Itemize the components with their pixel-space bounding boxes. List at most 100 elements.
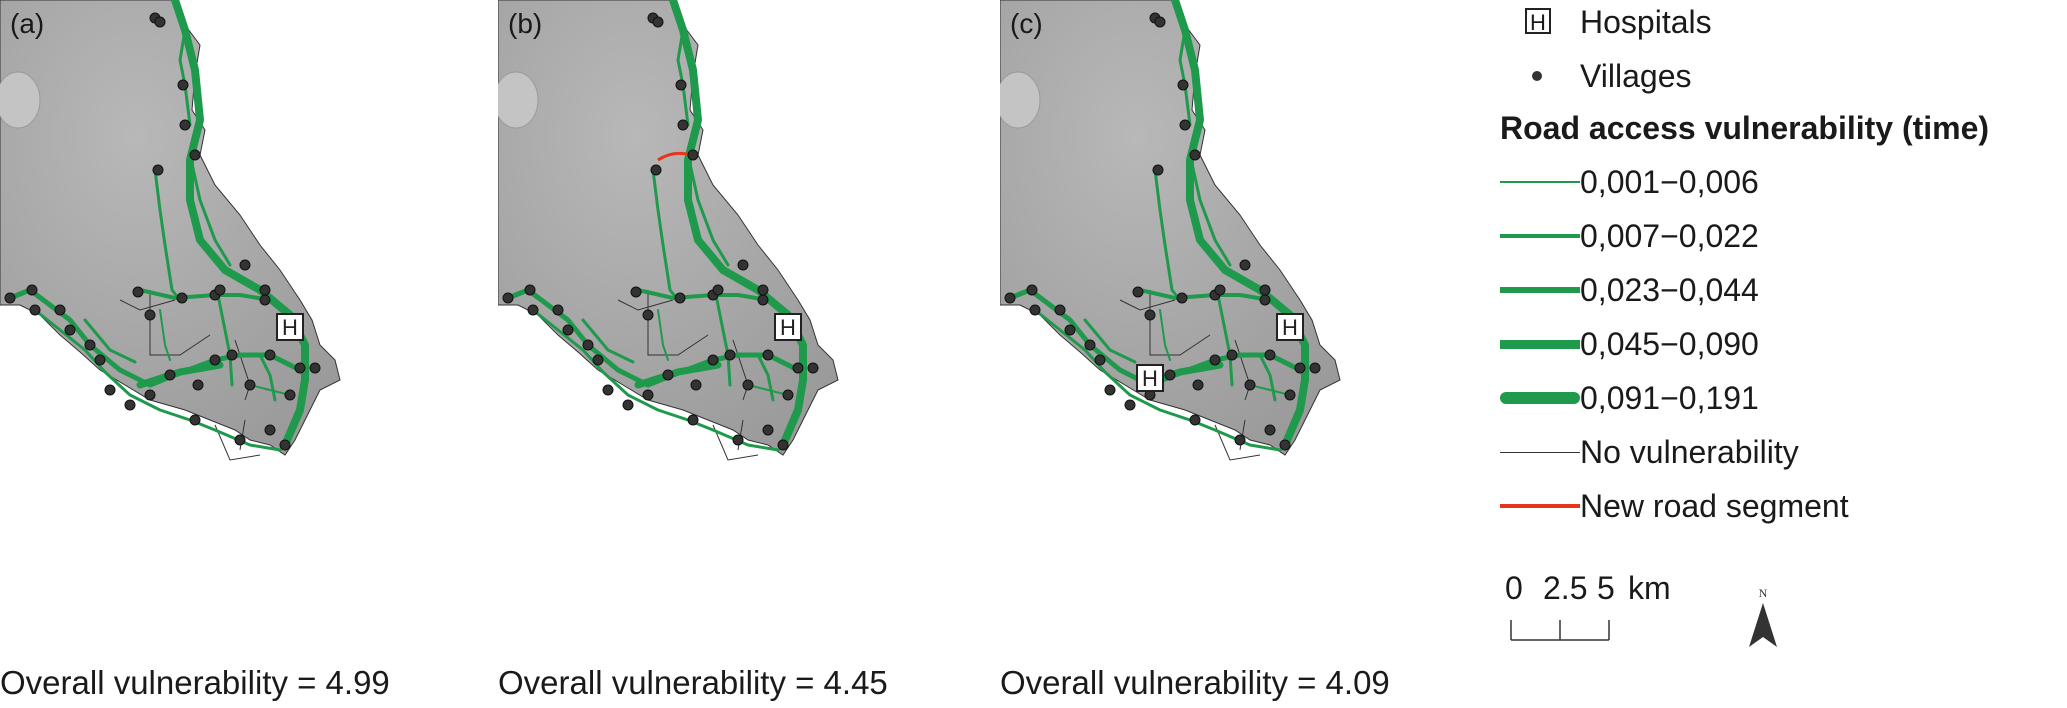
village-dot (732, 434, 744, 446)
village-dot (582, 339, 594, 351)
village-dot (762, 349, 774, 361)
legend-new-road-label: New road segment (1580, 487, 1849, 524)
north-arrow-icon: N (1749, 586, 1777, 647)
village-dot (630, 286, 642, 298)
village-dot (179, 119, 191, 131)
village-dot (642, 389, 654, 401)
village-dot (264, 424, 276, 436)
village-dot (214, 284, 226, 296)
road-vulnerable (159, 309, 171, 361)
village-dot (1226, 349, 1238, 361)
hospital-marker: H (276, 313, 304, 341)
village-dot (757, 294, 769, 306)
legend-villages-label: Villages (1580, 57, 1692, 94)
village-dot (144, 389, 156, 401)
hospital-letter: H (1282, 315, 1298, 340)
legend-new-road: New road segment (1500, 486, 1849, 526)
road-line-icon (1500, 392, 1580, 404)
road-line-icon (1500, 340, 1580, 349)
map-a: H (0, 0, 480, 660)
legend-class-1-label: 0,001−0,006 (1580, 163, 1759, 200)
village-dot (1189, 414, 1201, 426)
road-vulnerable (1188, 153, 1232, 267)
village-dot (176, 292, 188, 304)
scale-unit: km (1628, 570, 1671, 606)
road-vulnerable (1153, 168, 1182, 302)
village-dot (154, 16, 166, 28)
village-dot (177, 79, 189, 91)
legend-class-5-label: 0,091−0,191 (1580, 379, 1759, 416)
village-dot (807, 362, 819, 374)
village-dot (1284, 389, 1296, 401)
village-dot (104, 384, 116, 396)
village-dot (26, 284, 38, 296)
village-dot (1209, 354, 1221, 366)
village-dot (1309, 362, 1321, 374)
road-vulnerable (1159, 309, 1171, 361)
road-line-icon (1500, 181, 1580, 183)
crater-terrain (498, 71, 539, 129)
village-dot (1234, 434, 1246, 446)
village-dot (234, 434, 246, 446)
road-line-icon (1500, 287, 1580, 293)
hospital-icon: H (1525, 8, 1551, 35)
village-dot (1192, 379, 1204, 391)
road-no-vulnerability (1214, 424, 1261, 461)
road-vulnerable (136, 361, 224, 389)
road-vulnerable (531, 308, 780, 452)
village-dot (742, 379, 754, 391)
hospital-marker: H (1136, 364, 1164, 392)
hospital-letter: H (282, 315, 298, 340)
road-vulnerable (731, 353, 775, 402)
village-dot (1064, 324, 1076, 336)
hospital-marker: H (1276, 313, 1304, 341)
road-vulnerable (747, 384, 789, 396)
road-vulnerable (676, 28, 690, 127)
north-arrow: N (1745, 585, 1785, 660)
village-dot (294, 362, 306, 374)
village-dot (1177, 79, 1189, 91)
village-dot (279, 439, 291, 451)
road-line-icon (1500, 452, 1580, 453)
village-dot (259, 284, 271, 296)
village-dot (712, 284, 724, 296)
road-line-icon (1500, 234, 1580, 238)
caption-b: Overall vulnerability = 4.45 (498, 664, 888, 701)
road-vulnerable (188, 153, 232, 267)
road-no-vulnerability (647, 290, 709, 356)
road-vulnerable (171, 0, 309, 449)
legend-title: Road access vulnerability (time) (1500, 110, 1990, 146)
panel-letter-a: (a) (10, 8, 45, 39)
village-dot (1279, 439, 1291, 451)
road-vulnerable (33, 308, 282, 452)
legend-class-4: 0,045−0,090 (1500, 324, 1759, 364)
road-no-vulnerability (1119, 299, 1176, 311)
village-dot (124, 399, 136, 411)
road-vulnerable (669, 0, 807, 449)
village-dot (152, 164, 164, 176)
hospital-icon (1136, 364, 1164, 392)
village-dot (662, 369, 674, 381)
road-vulnerable (178, 28, 192, 127)
caption-c: Overall vulnerability = 4.09 (1000, 664, 1390, 701)
village-dot (1264, 349, 1276, 361)
scale-tick-1: 2.5 (1543, 570, 1588, 606)
road-vulnerable (651, 168, 680, 302)
crater-terrain (1000, 71, 1041, 129)
village-dot (192, 379, 204, 391)
village-dot (1189, 149, 1201, 161)
road-no-vulnerability (712, 424, 759, 461)
hospital-icon (276, 313, 304, 341)
village-dot (690, 379, 702, 391)
new-road-line-icon (1500, 504, 1580, 508)
legend-class-1: 0,001−0,006 (1500, 162, 1759, 202)
village-dot (674, 292, 686, 304)
village-dot (762, 424, 774, 436)
road-vulnerable (1033, 308, 1282, 452)
village-dot (64, 324, 76, 336)
scale-tick-2: 5 (1597, 570, 1615, 606)
village-dot (622, 399, 634, 411)
road-vulnerable (1216, 293, 1234, 387)
village-dot (1164, 369, 1176, 381)
village-dot (1104, 384, 1116, 396)
